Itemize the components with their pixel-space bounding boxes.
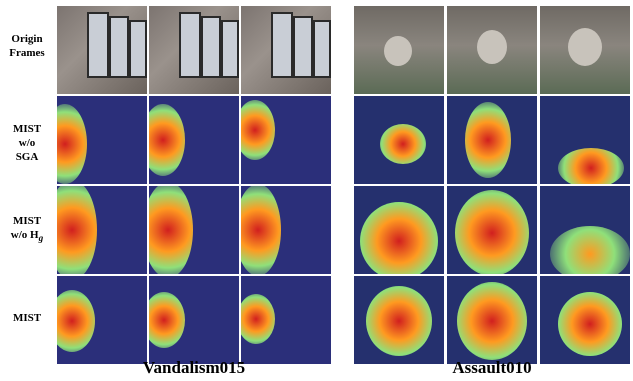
assault-mist-map-1 <box>354 276 444 364</box>
vandalism-origin-frame-3 <box>241 6 331 94</box>
row-label-mist-without-hg: MIST w/o Hg <box>0 214 54 245</box>
assault-origin-frame-2 <box>447 6 537 94</box>
row-label-mist: MIST <box>0 311 54 325</box>
assault-hg-map-2 <box>447 186 537 274</box>
assault-origin-frame-1 <box>354 6 444 94</box>
vandalism-origin-frame-2 <box>149 6 239 94</box>
vandalism-mist-map-1 <box>57 276 147 364</box>
vandalism-sga-map-2 <box>149 96 239 184</box>
assault-mist-map-2 <box>447 276 537 364</box>
vandalism-origin-frame-1 <box>57 6 147 94</box>
vandalism-sga-map-1 <box>57 96 147 184</box>
vandalism-mist-map-2 <box>149 276 239 364</box>
row-label-hg-line2: w/o Hg <box>10 229 44 244</box>
vandalism-hg-map-1 <box>57 186 147 274</box>
row-label-mist-without-sga: MIST w/o SGA <box>0 122 54 164</box>
assault-hg-map-1 <box>354 186 444 274</box>
vandalism-hg-map-3 <box>241 186 331 274</box>
assault-hg-map-3 <box>540 186 630 274</box>
row-label-sga-line1: MIST <box>12 123 42 135</box>
assault-origin-frame-3 <box>540 6 630 94</box>
row-label-hg-line1: MIST <box>12 215 42 227</box>
vandalism-sga-map-3 <box>241 96 331 184</box>
assault-sga-map-2 <box>447 96 537 184</box>
row-label-sga-line2: w/o <box>18 137 36 149</box>
row-label-sga-line3: SGA <box>15 151 39 163</box>
vandalism-mist-map-3 <box>241 276 331 364</box>
assault-sga-map-1 <box>354 96 444 184</box>
row-label-origin: Origin Frames <box>0 32 54 60</box>
row-label-origin-line2: Frames <box>9 47 45 59</box>
row-label-mist-line1: MIST <box>12 312 42 324</box>
column-title-assault: Assault010 <box>452 358 532 377</box>
assault-mist-map-3 <box>540 276 630 364</box>
vandalism-hg-map-2 <box>149 186 239 274</box>
column-title-vandalism: Vandalism015 <box>142 358 246 377</box>
row-label-origin-line1: Origin <box>11 33 43 45</box>
assault-sga-map-3 <box>540 96 630 184</box>
